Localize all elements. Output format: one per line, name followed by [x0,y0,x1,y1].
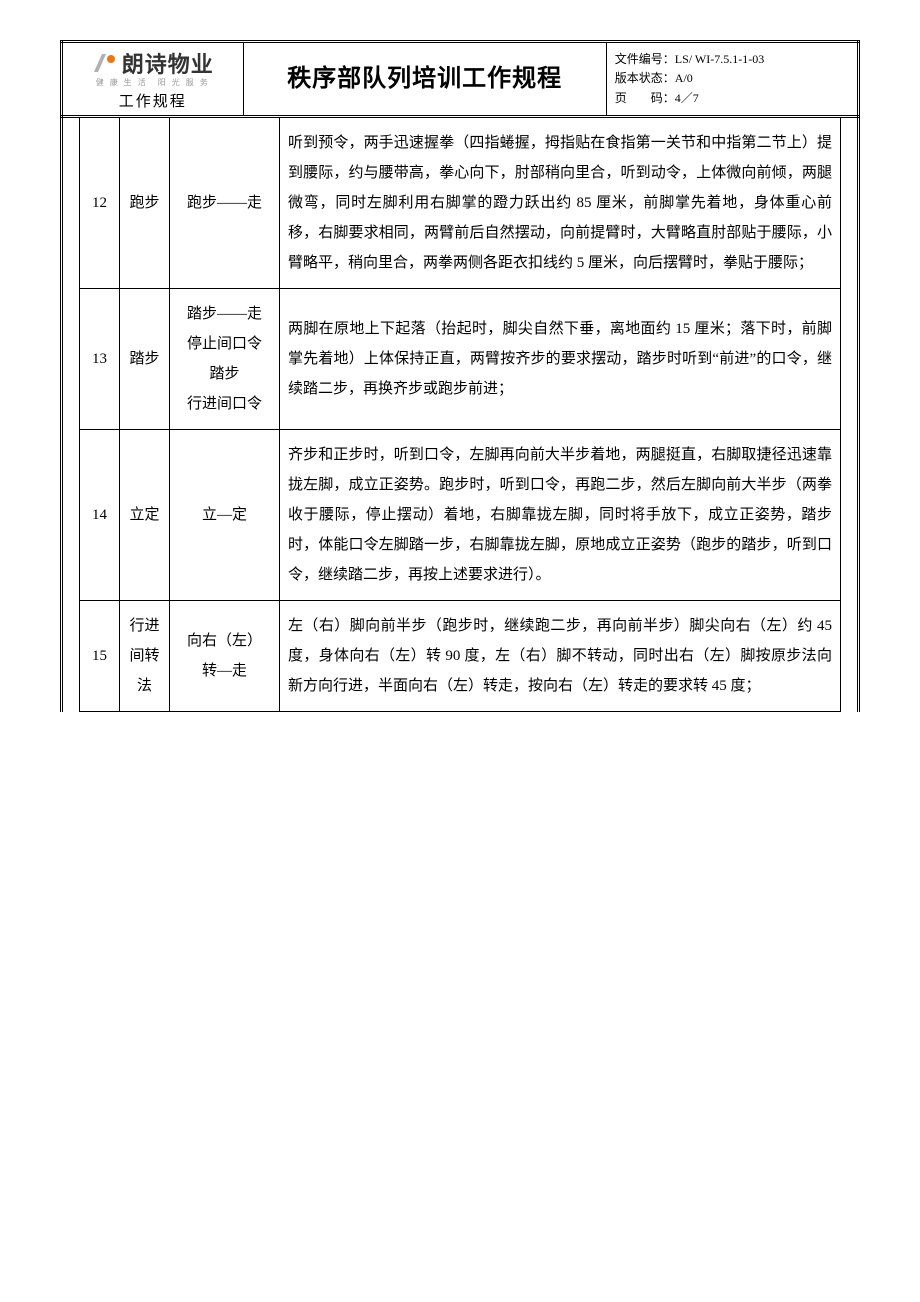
cell-number: 12 [80,118,120,289]
meta-doc-number: 文件编号：LS/ WI-7.5.1-1-03 [615,50,849,69]
cell-name: 踏步 [120,289,170,430]
left-margin-cell [62,118,80,712]
cell-command: 踏步——走停止间口令踏步行进间口令 [170,289,280,430]
cell-command: 向右（左）转—走 [170,601,280,712]
content-table: 12 跑步 跑步——走 听到预令，两手迅速握拳（四指蜷握，拇指贴在食指第一关节和… [60,117,860,712]
logo-brand-text: 朗诗物业 [122,47,214,79]
cell-command: 立—定 [170,430,280,601]
table-row: 13 踏步 踏步——走停止间口令踏步行进间口令 两脚在原地上下起落（抬起时，脚尖… [62,289,859,430]
logo-procedure-label: 工作规程 [71,90,235,111]
cell-command: 跑步——走 [170,118,280,289]
cell-description: 听到预令，两手迅速握拳（四指蜷握，拇指贴在食指第一关节和中指第二节上）提到腰际，… [280,118,841,289]
logo-icon [92,52,118,74]
table-row: 15 行进间转法 向右（左）转—走 左（右）脚向前半步（跑步时，继续跑二步，再向… [62,601,859,712]
cell-number: 14 [80,430,120,601]
document-page: 朗诗物业 健 康 生 活 阳 光 服 务 工作规程 秩序部队列培训工作规程 文件… [60,40,860,712]
meta-version: 版本状态：A/0 [615,69,849,88]
table-row: 12 跑步 跑步——走 听到预令，两手迅速握拳（四指蜷握，拇指贴在食指第一关节和… [62,118,859,289]
logo-cell: 朗诗物业 健 康 生 活 阳 光 服 务 工作规程 [62,42,244,117]
right-margin-cell [841,118,859,712]
cell-number: 13 [80,289,120,430]
table-row: 14 立定 立—定 齐步和正步时，听到口令，左脚再向前大半步着地，两腿挺直，右脚… [62,430,859,601]
cell-number: 15 [80,601,120,712]
cell-name: 立定 [120,430,170,601]
cell-name: 行进间转法 [120,601,170,712]
document-header: 朗诗物业 健 康 生 活 阳 光 服 务 工作规程 秩序部队列培训工作规程 文件… [60,40,860,118]
cell-description: 左（右）脚向前半步（跑步时，继续跑二步，再向前半步）脚尖向右（左）约 45 度，… [280,601,841,712]
cell-description: 两脚在原地上下起落（抬起时，脚尖自然下垂，离地面约 15 厘米；落下时，前脚掌先… [280,289,841,430]
meta-page: 页 码：4／7 [615,89,849,108]
cell-description: 齐步和正步时，听到口令，左脚再向前大半步着地，两腿挺直，右脚取捷径迅速靠拢左脚，… [280,430,841,601]
cell-name: 跑步 [120,118,170,289]
document-meta: 文件编号：LS/ WI-7.5.1-1-03 版本状态：A/0 页 码：4／7 [606,42,858,117]
logo-row: 朗诗物业 [71,47,235,79]
document-title: 秩序部队列培训工作规程 [243,42,606,117]
